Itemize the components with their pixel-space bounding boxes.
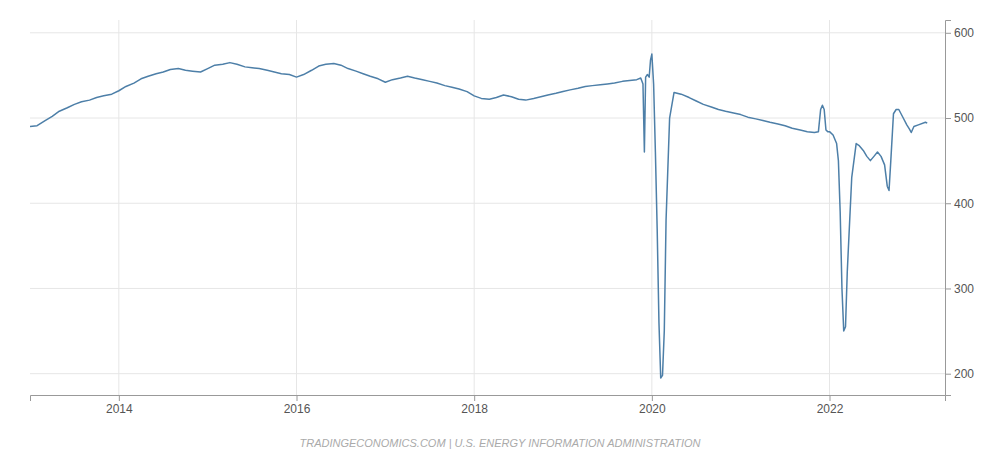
tick-mark — [830, 395, 831, 401]
tick-mark — [945, 288, 951, 289]
tick-label: 2020 — [639, 402, 666, 416]
axis-line — [946, 21, 952, 396]
tick: 400 — [945, 197, 974, 211]
tick: 2022 — [817, 395, 844, 416]
grid-line — [30, 203, 945, 204]
tick-mark — [119, 395, 120, 401]
tick: 300 — [945, 282, 974, 296]
grid-line — [474, 20, 475, 395]
axis-line — [31, 396, 946, 402]
tick-mark — [945, 33, 951, 34]
tick-label: 2018 — [461, 402, 488, 416]
grid-line — [651, 20, 652, 395]
tick-label: 2014 — [106, 402, 133, 416]
tick-mark — [474, 395, 475, 401]
grid-line — [829, 20, 830, 395]
tick-label: 500 — [954, 111, 974, 125]
tick: 2018 — [461, 395, 488, 416]
grid-line — [30, 32, 945, 33]
tick-label: 400 — [954, 197, 974, 211]
tick-label: 2022 — [817, 402, 844, 416]
grid-line — [30, 118, 945, 119]
grid — [30, 20, 945, 395]
tick-mark — [945, 374, 951, 375]
grid-line — [118, 20, 119, 395]
chart: 2014 2016 2018 2020 2022 200 300 400 500 600 TRADI… — [0, 0, 1000, 457]
tick: 2014 — [106, 395, 133, 416]
y-axis: 200 300 400 500 600 — [945, 21, 974, 396]
tick: 2016 — [284, 395, 311, 416]
grid-line — [30, 373, 945, 374]
tick-mark — [945, 118, 951, 119]
grid-line — [30, 288, 945, 289]
tick: 600 — [945, 26, 974, 40]
tick-mark — [297, 395, 298, 401]
tick: 2020 — [639, 395, 666, 416]
tick: 500 — [945, 111, 974, 125]
marks — [30, 54, 927, 378]
line — [30, 54, 927, 378]
x-axis: 2014 2016 2018 2020 2022 — [31, 395, 946, 416]
tick-label: 2016 — [284, 402, 311, 416]
annotation: TRADINGECONOMICS.COM | U.S. ENERGY INFOR… — [300, 437, 701, 449]
tick-label: 200 — [954, 367, 974, 381]
tick-mark — [652, 395, 653, 401]
plot-area: 2014 2016 2018 2020 2022 200 300 400 500 600 — [30, 20, 974, 416]
tick-label: 300 — [954, 282, 974, 296]
tick-mark — [945, 203, 951, 204]
tick-label: 600 — [954, 26, 974, 40]
tick: 200 — [945, 367, 974, 381]
